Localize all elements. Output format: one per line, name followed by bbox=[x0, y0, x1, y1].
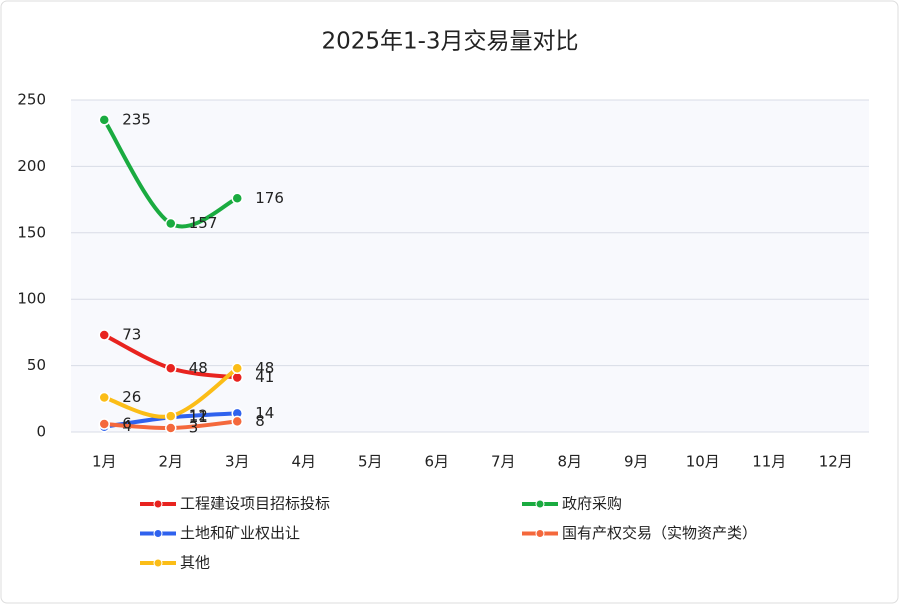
data-point bbox=[231, 362, 243, 375]
data-label: 157 bbox=[189, 214, 218, 232]
data-label: 235 bbox=[122, 110, 151, 128]
data-point bbox=[231, 192, 243, 205]
data-label: 12 bbox=[189, 407, 208, 425]
legend-dot bbox=[153, 529, 163, 538]
data-point bbox=[98, 391, 110, 404]
data-label: 73 bbox=[122, 326, 141, 344]
data-point bbox=[165, 410, 177, 422]
data-label: 14 bbox=[255, 404, 274, 422]
x-tick-label: 9月 bbox=[624, 453, 649, 471]
y-tick-label: 0 bbox=[36, 423, 46, 441]
y-tick-label: 150 bbox=[17, 223, 46, 241]
x-tick-label: 11月 bbox=[752, 453, 786, 471]
data-point bbox=[165, 217, 177, 230]
legend-label: 政府采购 bbox=[562, 495, 622, 513]
y-tick-label: 100 bbox=[17, 290, 46, 308]
x-tick-label: 12月 bbox=[819, 453, 853, 471]
legend-dot bbox=[535, 499, 545, 509]
data-point bbox=[231, 371, 243, 384]
data-label: 6 bbox=[122, 415, 132, 433]
data-label: 176 bbox=[255, 189, 284, 207]
legend-dot bbox=[153, 499, 163, 509]
x-tick-label: 2月 bbox=[158, 453, 183, 471]
x-tick-label: 1月 bbox=[92, 453, 117, 471]
data-point bbox=[98, 114, 110, 126]
legend-dot bbox=[153, 558, 163, 568]
legend-label: 其他 bbox=[180, 554, 210, 572]
x-tick-label: 8月 bbox=[557, 453, 582, 471]
x-tick-label: 7月 bbox=[491, 453, 516, 471]
plot-area bbox=[71, 100, 869, 432]
data-label: 8 bbox=[255, 412, 265, 430]
legend-label: 国有产权交易（实物资产类） bbox=[562, 524, 757, 542]
data-label: 41 bbox=[255, 368, 274, 386]
legend-label: 土地和矿业权出让 bbox=[180, 524, 300, 542]
y-tick-label: 50 bbox=[27, 356, 46, 374]
data-label: 11 bbox=[189, 408, 208, 426]
x-tick-label: 10月 bbox=[686, 453, 720, 471]
y-tick-label: 250 bbox=[17, 91, 46, 109]
data-label: 48 bbox=[189, 359, 208, 377]
data-point bbox=[98, 418, 110, 430]
x-tick-label: 4月 bbox=[291, 453, 316, 471]
chart-title: 2025年1-3月交易量对比 bbox=[321, 29, 578, 55]
legend-dot bbox=[535, 529, 545, 538]
data-label: 26 bbox=[122, 388, 141, 406]
data-point bbox=[98, 329, 110, 341]
x-tick-label: 6月 bbox=[424, 453, 449, 471]
legend-label: 工程建设项目招标投标 bbox=[180, 495, 330, 513]
y-tick-label: 200 bbox=[17, 157, 46, 175]
x-tick-label: 5月 bbox=[358, 453, 383, 471]
data-label: 3 bbox=[189, 419, 199, 437]
data-point bbox=[165, 422, 177, 434]
x-tick-label: 3月 bbox=[225, 453, 250, 471]
data-point bbox=[165, 362, 177, 375]
data-point bbox=[231, 415, 243, 428]
data-label: 48 bbox=[255, 359, 274, 377]
